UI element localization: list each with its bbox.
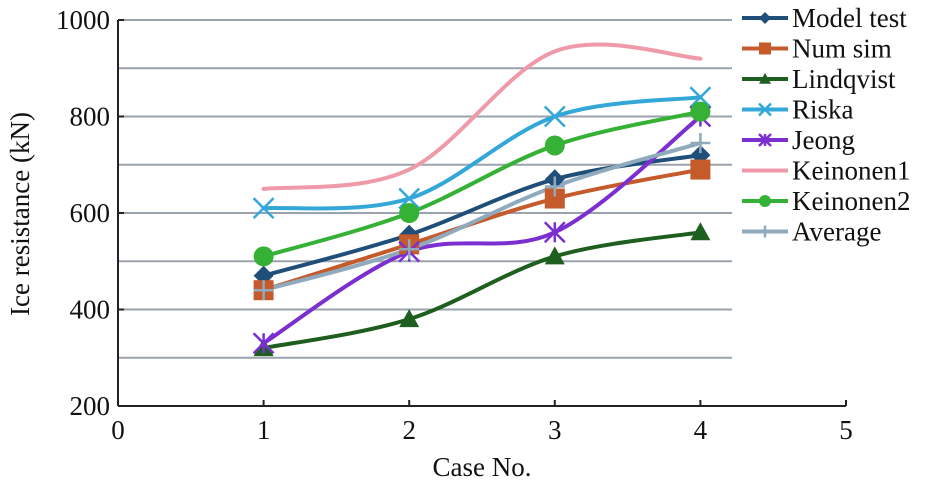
- data-point-lindqvist: [690, 222, 711, 241]
- x-tick-label: 4: [694, 415, 708, 445]
- data-point-average: [253, 280, 274, 301]
- y-tick-label: 1000: [56, 5, 110, 35]
- series-line-num-sim: [261, 167, 703, 293]
- data-point-jeong: [543, 221, 566, 244]
- data-point-num-sim: [690, 159, 711, 180]
- series-line-lindqvist: [261, 230, 703, 351]
- y-tick-label: 200: [70, 391, 111, 421]
- legend-marker-riska: [758, 102, 772, 117]
- legend-marker-lindqvist: [759, 73, 771, 84]
- legend-label-model-test: Model test: [792, 3, 907, 33]
- y-tick-label: 800: [70, 102, 111, 132]
- data-point-riska: [252, 197, 275, 220]
- tick-labels: 200 400 600 800 1000 0 1 2 3 4 5: [56, 5, 853, 445]
- x-tick-label: 3: [548, 415, 562, 445]
- series-line-average: [261, 141, 703, 293]
- grid-lines: [118, 19, 732, 359]
- legend-label-keinonen2: Keinonen2: [792, 186, 910, 216]
- legend-label-riska: Riska: [792, 95, 854, 125]
- legend-label-average: Average: [792, 217, 881, 247]
- legend-label-num-sim: Num sim: [792, 34, 892, 64]
- series-markers: [252, 86, 712, 357]
- legend-label-keinonen1: Keinonen1: [792, 156, 910, 186]
- data-point-riska: [543, 105, 566, 128]
- data-point-keinonen2: [690, 101, 711, 122]
- data-point-riska: [398, 187, 421, 210]
- series-line-model-test: [261, 153, 703, 278]
- legend-label-lindqvist: Lindqvist: [792, 64, 896, 94]
- data-point-average: [690, 133, 711, 154]
- data-point-average: [544, 176, 565, 197]
- data-point-average: [399, 239, 420, 260]
- legend-marker-num-sim: [759, 42, 771, 55]
- legend-marker-jeong: [758, 133, 772, 147]
- series-line-jeong: [261, 114, 703, 346]
- data-point-jeong: [252, 332, 275, 355]
- y-tick-label: 600: [70, 198, 111, 228]
- data-point-riska: [689, 86, 712, 109]
- y-tick-label: 400: [70, 295, 111, 325]
- data-point-num-sim: [544, 188, 565, 209]
- x-tick-label: 5: [839, 415, 853, 445]
- legend-marker-keinonen2: [759, 195, 771, 207]
- x-tick-label: 0: [111, 415, 125, 445]
- y-axis-title: Ice resistance (kN): [5, 112, 35, 316]
- legend-marker-model-test: [759, 12, 771, 24]
- series-line-keinonen1: [261, 42, 703, 191]
- data-point-lindqvist: [399, 309, 420, 328]
- x-tick-label: 1: [257, 415, 271, 445]
- data-point-keinonen2: [253, 246, 274, 267]
- data-point-lindqvist: [544, 246, 565, 265]
- series-lines: [261, 42, 703, 351]
- data-point-keinonen2: [399, 203, 420, 223]
- legend-label-jeong: Jeong: [792, 125, 855, 155]
- data-point-keinonen2: [544, 135, 565, 156]
- x-tick-label: 2: [402, 415, 416, 445]
- legend-marker-average: [759, 225, 771, 238]
- series-line-riska: [261, 95, 703, 211]
- series-line-keinonen2: [261, 109, 703, 259]
- x-axis-title: Case No.: [433, 452, 532, 482]
